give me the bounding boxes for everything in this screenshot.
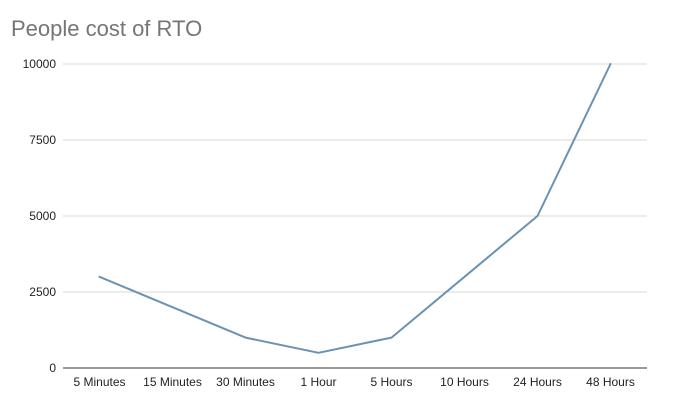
y-tick-label: 10000 xyxy=(23,57,57,71)
data-point xyxy=(537,215,539,217)
x-tick-label: 1 Hour xyxy=(300,375,336,389)
x-tick-label: 5 Minutes xyxy=(73,375,125,389)
x-tick-label: 24 Hours xyxy=(513,375,562,389)
data-point xyxy=(464,276,466,278)
y-tick-label: 2500 xyxy=(29,285,56,299)
y-tick-label: 0 xyxy=(49,361,56,375)
data-point xyxy=(318,352,320,354)
data-point xyxy=(610,63,612,65)
data-point xyxy=(245,337,247,339)
series-line xyxy=(98,63,612,354)
x-tick-label: 15 Minutes xyxy=(143,375,202,389)
x-tick-label: 30 Minutes xyxy=(216,375,275,389)
data-point xyxy=(99,276,101,278)
x-tick-label: 48 Hours xyxy=(586,375,635,389)
data-point xyxy=(172,306,174,308)
x-tick-label: 10 Hours xyxy=(440,375,489,389)
y-tick-label: 5000 xyxy=(29,209,56,223)
data-point xyxy=(391,337,393,339)
x-tick-label: 5 Hours xyxy=(370,375,412,389)
y-tick-label: 7500 xyxy=(29,133,56,147)
chart-title: People cost of RTO xyxy=(11,16,203,41)
